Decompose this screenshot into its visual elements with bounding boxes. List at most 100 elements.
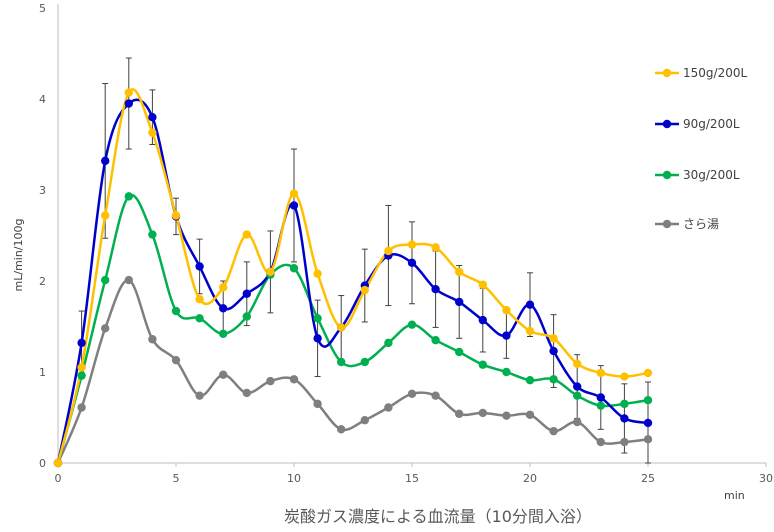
x-tick-label: 5 <box>173 472 180 485</box>
series-line <box>56 193 649 464</box>
y-tick-label: 2 <box>39 275 46 288</box>
series-line <box>56 98 649 464</box>
data-point <box>525 375 535 385</box>
data-point <box>573 382 582 391</box>
error-bars <box>78 57 651 464</box>
legend-marker <box>662 119 672 129</box>
series-lines <box>56 88 649 464</box>
data-point <box>101 324 110 333</box>
x-tick-label: 20 <box>523 472 537 485</box>
data-point <box>549 375 558 384</box>
x-tick-label: 0 <box>55 472 62 485</box>
x-tick-label: 15 <box>405 472 419 485</box>
data-point <box>384 246 393 256</box>
data-point <box>242 312 251 321</box>
data-point <box>337 425 346 434</box>
data-point <box>124 88 133 97</box>
legend-label: 150g/200L <box>683 66 747 80</box>
data-point <box>101 156 110 166</box>
data-point <box>478 408 487 418</box>
data-point <box>478 360 487 369</box>
data-point <box>407 389 417 399</box>
data-point <box>195 262 204 271</box>
legend-label: さら湯 <box>683 217 719 231</box>
data-point <box>148 128 157 137</box>
chart-caption: 炭酸ガス濃度による血流量（10分間入浴） <box>284 507 592 526</box>
data-point <box>77 403 86 412</box>
data-point <box>525 300 535 309</box>
legend-label: 30g/200L <box>683 168 740 182</box>
data-point <box>455 297 464 307</box>
data-point <box>525 410 535 419</box>
data-point <box>219 283 228 292</box>
axes: 0 5 10 15 20 25 30 0 1 2 3 4 5 <box>39 2 773 485</box>
data-point <box>337 323 346 332</box>
data-point <box>101 275 110 285</box>
x-tick-label: 25 <box>641 472 655 485</box>
data-point <box>77 371 86 380</box>
data-point <box>124 192 133 201</box>
data-point <box>596 437 605 447</box>
data-point <box>53 458 63 468</box>
data-point <box>242 289 251 298</box>
data-point <box>195 314 204 323</box>
x-tick-label: 30 <box>759 472 773 485</box>
data-point <box>313 399 322 409</box>
data-point <box>455 347 464 357</box>
data-point <box>289 201 299 210</box>
data-point <box>171 211 181 220</box>
data-point <box>289 375 299 384</box>
data-point <box>101 211 110 220</box>
data-point <box>431 391 440 400</box>
y-axis-label: mL/min/100g <box>12 219 25 292</box>
data-point <box>502 411 511 420</box>
data-point <box>313 269 322 278</box>
data-point <box>502 305 511 315</box>
data-point <box>502 367 511 377</box>
data-point <box>384 403 393 412</box>
data-point <box>643 418 653 428</box>
series-points <box>53 88 653 468</box>
data-point <box>455 267 464 277</box>
y-tick-label: 1 <box>39 366 46 379</box>
legend-marker <box>662 68 672 78</box>
data-point <box>620 414 629 423</box>
data-point <box>596 401 605 410</box>
x-tick-label: 10 <box>287 472 301 485</box>
y-tick-label: 3 <box>39 184 46 197</box>
data-point <box>171 355 181 365</box>
legend: 150g/200L 90g/200L 30g/200L さら湯 <box>655 66 747 231</box>
data-point <box>219 329 228 338</box>
data-point <box>643 435 653 444</box>
y-tick-label: 4 <box>39 93 46 106</box>
data-point <box>620 399 629 409</box>
data-point <box>195 391 204 400</box>
data-point <box>171 306 181 316</box>
data-point <box>573 359 582 369</box>
data-point <box>431 335 440 345</box>
data-point <box>478 280 487 289</box>
data-point <box>407 240 417 249</box>
data-point <box>478 315 487 325</box>
data-point <box>77 363 86 372</box>
legend-label: 90g/200L <box>683 117 740 131</box>
series-line <box>56 88 649 464</box>
data-point <box>525 326 535 336</box>
data-point <box>219 304 228 313</box>
data-point <box>266 267 275 277</box>
x-axis-label: min <box>724 489 745 502</box>
data-point <box>573 391 582 400</box>
data-point <box>431 243 440 252</box>
data-point <box>77 338 86 348</box>
data-point <box>337 357 346 367</box>
data-point <box>313 314 322 323</box>
data-point <box>124 99 133 108</box>
data-point <box>407 258 417 267</box>
data-point <box>195 295 204 304</box>
data-point <box>360 416 369 425</box>
data-point <box>313 334 322 343</box>
data-point <box>360 285 369 295</box>
data-point <box>289 264 299 273</box>
y-tick-label: 0 <box>39 457 46 470</box>
